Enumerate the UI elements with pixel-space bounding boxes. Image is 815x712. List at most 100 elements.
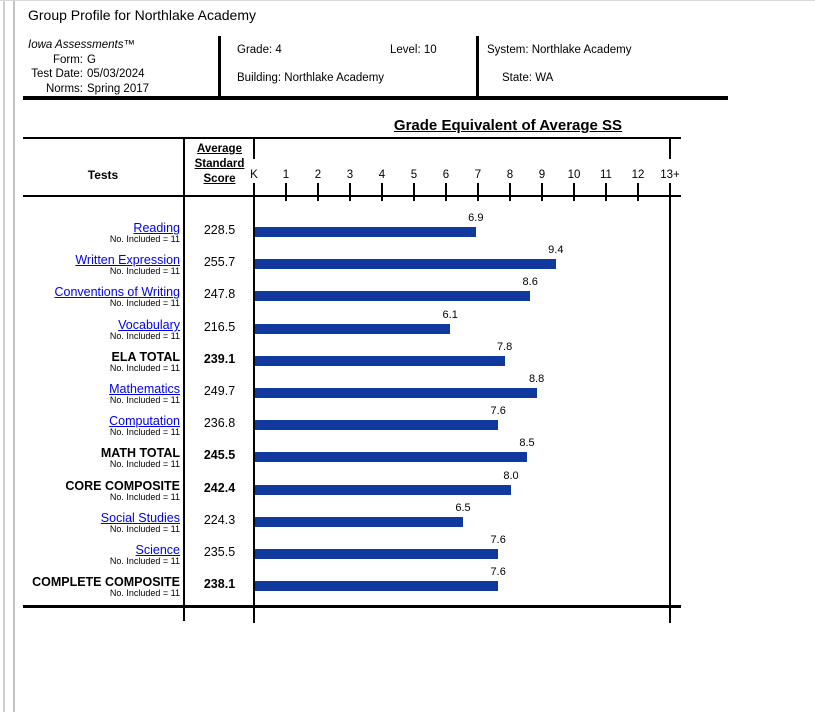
no-included-label: No. Included = 11 [109, 363, 180, 373]
avg-ss-header-line1: Average [197, 143, 242, 155]
table-row-ela-total: 7.8 ELA TOTAL No. Included = 11 239.1 [23, 341, 681, 374]
avg-ss-value: 228.5 [203, 223, 236, 237]
ge-bar [255, 291, 531, 301]
avg-ss-value: 239.1 [203, 352, 236, 366]
ge-bar [255, 324, 451, 334]
form-label: Form: [52, 53, 83, 66]
header-divider-1 [218, 36, 221, 100]
no-included-label: No. Included = 11 [109, 234, 180, 244]
state-field: State: WA [502, 72, 554, 84]
table-row-science: 7.6 Science No. Included = 11 235.5 [23, 534, 681, 567]
table-row-vocabulary: 6.1 Vocabulary No. Included = 11 216.5 [23, 309, 681, 342]
ge-bar [255, 581, 499, 591]
axis-label-9: 9 [538, 169, 546, 181]
avg-ss-value: 255.7 [203, 255, 236, 269]
axis-label-7: 7 [474, 169, 482, 181]
no-included-label: No. Included = 11 [109, 556, 180, 566]
test-total-core-composite: CORE COMPOSITE [65, 479, 180, 493]
axis-tick [509, 183, 511, 201]
axis-tick [445, 183, 447, 201]
avg-ss-value: 216.5 [203, 320, 236, 334]
bar-value-label: 9.4 [548, 244, 564, 256]
tests-score-divider [183, 139, 185, 621]
table-row-computation: 7.6 Computation No. Included = 11 236.8 [23, 405, 681, 438]
test-date-value: 05/03/2024 [87, 68, 145, 80]
no-included-label: No. Included = 11 [109, 331, 180, 341]
test-link-conventions-of-writing[interactable]: Conventions of Writing [54, 285, 180, 299]
ge-bar [255, 259, 556, 269]
test-total-math: MATH TOTAL [100, 446, 180, 460]
chart-title: Grade Equivalent of Average SS [393, 117, 623, 134]
axis-label-2: 2 [314, 169, 322, 181]
no-included-label: No. Included = 11 [109, 524, 180, 534]
test-link-social-studies[interactable]: Social Studies [100, 511, 180, 525]
bar-value-label: 6.1 [442, 309, 458, 321]
left-edge-line-outer [3, 1, 5, 712]
avg-ss-value: 235.5 [203, 545, 236, 559]
axis-tick [349, 183, 351, 201]
form-value: G [87, 53, 96, 66]
avg-ss-value: 224.3 [203, 513, 236, 527]
no-included-label: No. Included = 11 [109, 427, 180, 437]
bar-value-label: 7.6 [490, 566, 506, 578]
avg-ss-value: 249.7 [203, 384, 236, 398]
table-row-mathematics: 8.8 Mathematics No. Included = 11 249.7 [23, 373, 681, 406]
ge-bar [255, 452, 527, 462]
axis-tick [317, 183, 319, 201]
grade-field: Grade: 4 [237, 44, 282, 56]
chart-right-top-tick [669, 139, 671, 159]
table-row-math-total: 8.5 MATH TOTAL No. Included = 11 245.5 [23, 437, 681, 470]
system-field: System: Northlake Academy [487, 44, 632, 56]
test-link-science[interactable]: Science [135, 543, 180, 557]
axis-tick [285, 183, 287, 201]
norms-value: Spring 2017 [87, 82, 150, 95]
axis-label-13plus: 13+ [660, 169, 680, 181]
table-row-complete-composite: 7.6 COMPLETE COMPOSITE No. Included = 11… [23, 566, 681, 599]
axis-tick [477, 183, 479, 201]
left-edge-line-inner [13, 1, 15, 712]
ge-bar [255, 517, 463, 527]
axis-label-12: 12 [631, 169, 645, 181]
score-chart-table: Tests Average Standard Score K 1 2 3 4 5… [23, 137, 681, 623]
test-link-computation[interactable]: Computation [109, 414, 180, 428]
bar-value-label: 7.6 [490, 405, 506, 417]
building-field: Building: Northlake Academy [237, 72, 385, 84]
bar-value-label: 7.8 [496, 341, 513, 353]
header-info-box: Iowa Assessments™ Form: G Test Date: 05/03… [23, 36, 728, 100]
axis-tick [381, 183, 383, 201]
product-name: Iowa Assessments™ [28, 39, 135, 51]
axis-tick [541, 183, 543, 201]
axis-label-4: 4 [378, 169, 386, 181]
test-total-ela: ELA TOTAL [111, 350, 180, 364]
level-field: Level: 10 [390, 44, 437, 56]
table-row-written-expression: 9.4 Written Expression No. Included = 11… [23, 244, 681, 277]
axis-label-5: 5 [410, 169, 418, 181]
test-link-mathematics[interactable]: Mathematics [109, 382, 180, 396]
bar-value-label: 7.6 [490, 534, 506, 546]
axis-label-1: 1 [282, 169, 290, 181]
table-bottom-line [23, 605, 681, 608]
norms-label: Norms: [45, 82, 83, 95]
ge-bar [255, 227, 476, 237]
avg-ss-header-line2: Standard [194, 158, 245, 170]
bar-value-label: 6.9 [468, 212, 484, 224]
test-link-reading[interactable]: Reading [133, 221, 180, 235]
avg-ss-value: 236.8 [203, 416, 236, 430]
test-link-vocabulary[interactable]: Vocabulary [118, 318, 180, 332]
no-included-label: No. Included = 11 [109, 395, 180, 405]
table-row-core-composite: 8.0 CORE COMPOSITE No. Included = 11 242… [23, 470, 681, 503]
chart-right-border [669, 183, 671, 623]
no-included-label: No. Included = 11 [109, 298, 180, 308]
axis-tick [605, 183, 607, 201]
ge-bar [255, 549, 499, 559]
table-row-social-studies: 6.5 Social Studies No. Included = 11 224… [23, 502, 681, 535]
no-included-label: No. Included = 11 [109, 459, 180, 469]
axis-tick [573, 183, 575, 201]
no-included-label: No. Included = 11 [109, 492, 180, 502]
axis-baseline [23, 195, 681, 197]
test-link-written-expression[interactable]: Written Expression [75, 253, 180, 267]
no-included-label: No. Included = 11 [109, 266, 180, 276]
avg-ss-value: 238.1 [203, 577, 236, 591]
tests-column-header: Tests [87, 168, 119, 182]
